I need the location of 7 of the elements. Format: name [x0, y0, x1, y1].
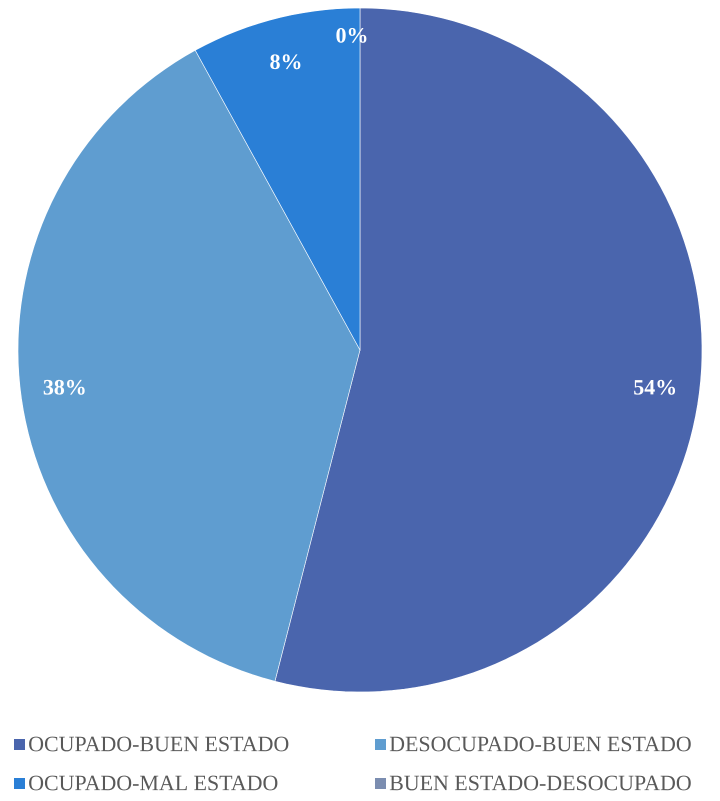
data-label: 8%	[270, 54, 300, 70]
legend-label: OCUPADO-MAL ESTADO	[29, 776, 278, 790]
legend-label: OCUPADO-BUEN ESTADO	[29, 736, 288, 752]
data-label: 54%	[634, 380, 676, 395]
legend-label: BUEN ESTADO-DESOCUPADO	[390, 776, 691, 790]
legend-label: DESOCUPADO-BUEN ESTADO	[390, 736, 691, 752]
data-label: 38%	[44, 380, 85, 395]
